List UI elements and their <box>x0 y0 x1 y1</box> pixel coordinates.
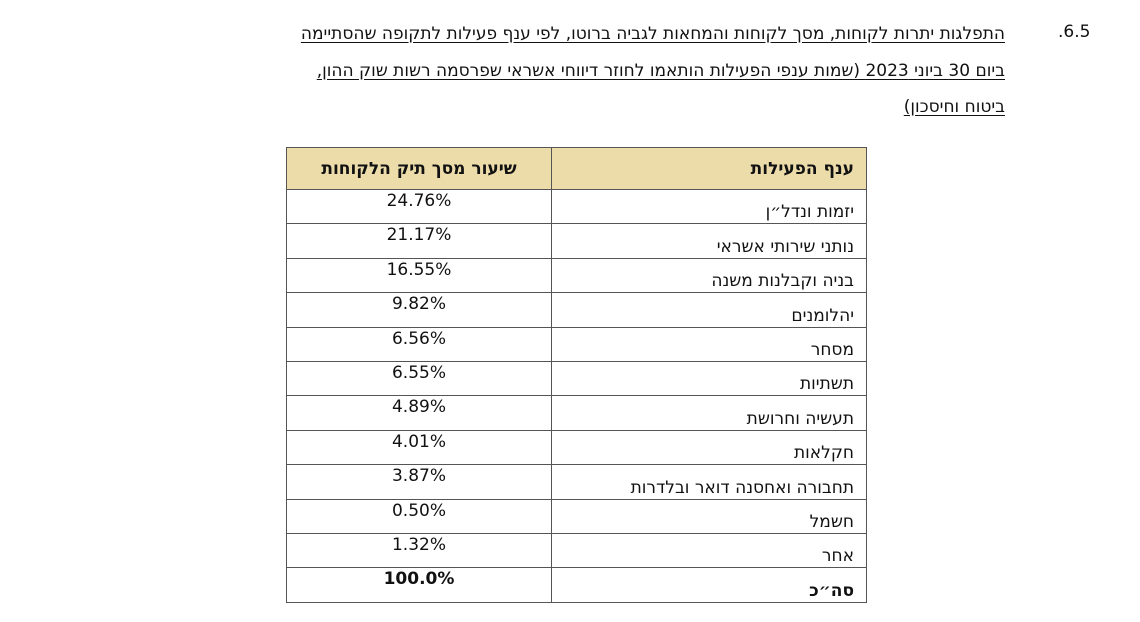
share-cell: 16.55% <box>286 257 552 294</box>
share-cell: 4.01% <box>286 429 552 466</box>
table-row: סה״כ 100.0% <box>286 567 867 603</box>
sector-cell: תשתיות <box>551 360 867 397</box>
sector-cell: יהלומנים <box>551 292 867 328</box>
heading-text: ביום 30 ביוני 2023 (שמות ענפי הפעילות הו… <box>316 60 1005 81</box>
heading-line: ביום 30 ביוני 2023 (שמות ענפי הפעילות הו… <box>85 57 1005 94</box>
sector-cell: חקלאות <box>551 429 867 466</box>
sector-cell: תעשיה וחרושת <box>551 395 867 431</box>
sector-cell: מסחר <box>551 326 867 362</box>
sector-cell: נותני שירותי אשראי <box>551 223 867 259</box>
share-cell: 3.87% <box>286 464 552 500</box>
share-cell: 9.82% <box>286 292 552 328</box>
table-body: יזמות ונדל״ן 24.76% נותני שירותי אשראי 21.1… <box>286 188 867 603</box>
table-row: תעשיה וחרושת 4.89% <box>286 395 867 431</box>
header-row: ענף הפעילות שיעור מסך תיק הלקוחות <box>286 147 867 190</box>
share-cell: 24.76% <box>286 188 552 225</box>
sector-cell: אחר <box>551 532 867 569</box>
table-row: חשמל 0.50% <box>286 498 867 534</box>
heading-text: התפלגות יתרות לקוחות, מסך לקוחות והמחאות… <box>300 24 1005 44</box>
share-cell: 6.56% <box>286 326 552 362</box>
table-row: יהלומנים 9.82% <box>286 292 867 328</box>
sector-cell: בניה וקבלנות משנה <box>551 257 867 294</box>
table-row: אחר 1.32% <box>286 532 867 569</box>
share-cell: 1.32% <box>286 532 552 569</box>
table-row: בניה וקבלנות משנה 16.55% <box>286 257 867 294</box>
table-row: חקלאות 4.01% <box>286 429 867 466</box>
table-row: נותני שירותי אשראי 21.17% <box>286 223 867 259</box>
header-cell: ענף הפעילות <box>551 147 867 190</box>
heading-line: התפלגות יתרות לקוחות, מסך לקוחות והמחאות… <box>85 20 1005 57</box>
header-cell: שיעור מסך תיק הלקוחות <box>286 147 552 190</box>
share-cell: 100.0% <box>286 567 552 603</box>
sector-cell: יזמות ונדל״ן <box>551 188 867 225</box>
table-row: מסחר 6.56% <box>286 326 867 362</box>
heading-line: ביטוח וחיסכון) <box>85 93 1005 130</box>
heading-text: ביטוח וחיסכון) <box>903 97 1005 117</box>
share-cell: 0.50% <box>286 498 552 534</box>
section-number: .6.5 <box>1058 22 1091 42</box>
share-cell: 4.89% <box>286 395 552 431</box>
share-cell: 6.55% <box>286 360 552 397</box>
sector-cell: תחבורה ואחסנה דואר ובלדרות <box>551 464 867 500</box>
table-row: תשתיות 6.55% <box>286 360 867 397</box>
sector-cell: סה״כ <box>551 567 867 603</box>
sector-cell: חשמל <box>551 498 867 534</box>
share-cell: 21.17% <box>286 223 552 259</box>
table-row: יזמות ונדל״ן 24.76% <box>286 188 867 225</box>
table-row: תחבורה ואחסנה דואר ובלדרות 3.87% <box>286 464 867 500</box>
sector-table: ענף הפעילות שיעור מסך תיק הלקוחות יזמות … <box>286 147 867 603</box>
section-heading: התפלגות יתרות לקוחות, מסך לקוחות והמחאות… <box>85 20 1005 130</box>
